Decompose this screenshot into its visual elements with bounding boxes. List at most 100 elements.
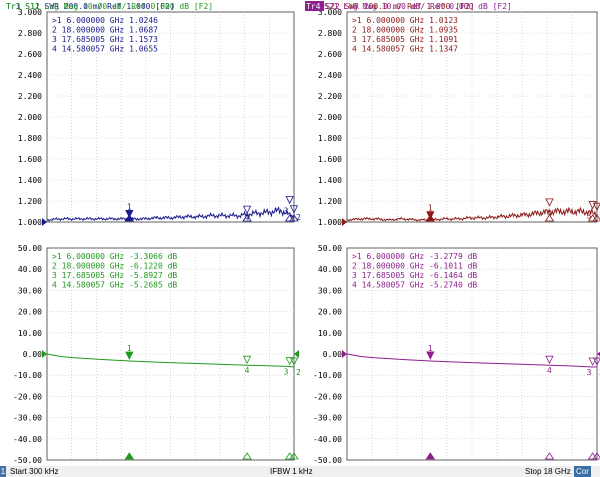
y-tick-label: 1.400 [318,176,342,185]
marker-1-axis-indicator [425,452,436,460]
marker-1-label: 1 [127,344,132,353]
marker-4-label: 4 [245,366,250,375]
sweep-start-label: Start 300 kHz [10,467,59,476]
y-tick-label: -50.00 [313,456,342,465]
marker-3-triangle [285,196,294,205]
trace-line [46,353,295,368]
marker-readout-row: 2 18.000000 GHz 1.0935 [352,26,458,35]
marker-2-triangle [592,357,600,366]
y-tick-label: 10.00 [318,329,342,338]
y-tick-label: 30.00 [318,286,342,295]
y-tick-label: 2.000 [318,113,342,122]
marker-1-axis-indicator [425,214,436,222]
y-tick-label: 2.800 [18,29,42,38]
y-tick-label: 40.00 [318,265,342,274]
chart-tr1: 3.000 2.800 2.600 2.400 2.200 2.000 1.800 1.600… [6,2,301,227]
marker-1-label: 1 [428,344,433,353]
marker-readout-row: >1 6.000000 GHz -3.3066 dB [52,252,177,261]
marker-readout-row: 3 17.685005 GHz 1.1573 [52,35,158,44]
y-tick-label: 50.00 [18,244,42,253]
y-tick-label: 2.600 [318,50,342,59]
marker-4-axis-indicator [544,214,555,222]
y-tick-label: 40.00 [18,265,42,274]
y-tick-label: -30.00 [13,414,42,423]
marker-3-label: 3 [587,212,592,221]
y-tick-label: 1.600 [318,155,342,164]
marker-readout-row: 3 17.685005 GHz -5.8927 dB [52,271,177,280]
y-tick-label: 1.000 [318,218,342,227]
marker-readout-row: 2 18.000000 GHz -6.1220 dB [52,262,177,271]
y-tick-label: -10.00 [313,371,342,380]
marker-3-axis-indicator [587,214,598,222]
marker-readout-row: 3 17.685005 GHz -6.1464 dB [352,271,477,280]
y-tick-label: -40.00 [313,435,342,444]
marker-1-triangle [125,351,134,360]
y-tick-label: 1.800 [18,134,42,143]
y-tick-label: 0.00 [323,350,342,359]
trace-title: Tr1 S11 SWR 200.0 m/ Ref 1.000 [F2] [6,2,175,11]
marker-2-triangle [592,202,600,212]
trace-title: Tr3 S12 Log Mag 10.00 dB/ Ref 0.000 dB [… [6,2,213,11]
y-tick-label: -10.00 [13,371,42,380]
marker-readout-row: 4 14.580057 GHz -5.2740 dB [352,281,477,290]
trace-title: S21 Log Mag 10.00 dB/ Ref 0.000 dB [F2] [324,2,512,11]
marker-1-axis-indicator [124,214,135,222]
y-tick-label: 2.400 [18,71,42,80]
marker-4-triangle [545,198,554,207]
y-tick-label: 3.000 [18,8,42,17]
y-tick-label: 2.800 [318,29,342,38]
marker-3-label: 3 [284,206,289,215]
marker-1-triangle [426,351,435,360]
y-tick-label: 1.000 [18,218,42,227]
trace-title: Tr4 [306,2,321,11]
marker-4-axis-indicator [544,452,555,460]
marker-3-axis-indicator [587,452,598,460]
marker-3-label: 3 [284,367,289,376]
marker-1-triangle [125,210,134,219]
y-tick-label: 1.200 [18,197,42,206]
marker-readout-row: 3 17.685005 GHz 1.1091 [352,35,458,44]
marker-4-label: 4 [547,366,552,375]
marker-4-triangle [242,205,252,215]
marker-2-triangle [289,205,299,214]
chart-tr3: 50.00 40.00 30.00 20.00 10.00 0.00 -10.00 -20.0… [6,2,301,465]
chart-tr2: 3.000 2.800 2.600 2.400 2.200 2.000 1.800 1.600… [306,2,600,227]
marker-4-label: 4 [547,209,552,218]
marker-1-axis-indicator [124,452,135,460]
trace-line [346,206,598,222]
y-tick-label: 20.00 [18,308,42,317]
y-tick-label: 2.000 [18,113,42,122]
active-trace-tag [305,1,324,11]
y-tick-label: 2.200 [318,92,342,101]
reference-level-arrow [597,351,600,357]
marker-2-triangle [289,357,299,366]
marker-4-triangle [242,355,252,365]
marker-3-axis-indicator [284,452,295,460]
ifbw-label: IFBW 1 kHz [270,467,313,476]
status-bar: 1 Start 300 kHz IFBW 1 kHz Stop 18 GHz C… [0,466,600,477]
marker-3-triangle [588,201,597,210]
marker-3-triangle [588,357,597,366]
marker-1-label: 1 [428,204,433,213]
trace-line [346,353,598,368]
marker-3-label: 3 [587,368,592,377]
trace-title: Tr2 S22 SWR 200.0 m/ Ref 1.000 [F2] [306,2,475,11]
y-tick-label: 2.400 [318,71,342,80]
y-tick-label: -20.00 [13,392,42,401]
sweep-stop-label: Stop 18 GHz [525,467,571,476]
y-tick-label: 1.400 [18,176,42,185]
marker-4-label: 4 [245,213,250,222]
marker-3-axis-indicator [284,214,295,222]
reference-level-arrow [342,218,347,226]
correction-status-badge[interactable]: Cor [574,466,591,477]
marker-1-label: 1 [127,202,132,211]
y-tick-label: 1.600 [18,155,42,164]
marker-2-label: 2 [296,368,301,377]
reference-level-arrow [294,350,299,358]
y-tick-label: 20.00 [318,308,342,317]
y-tick-label: 1.800 [318,134,342,143]
marker-readout-row: >1 6.000000 GHz 1.0246 [52,16,158,25]
reference-level-arrow [342,350,347,358]
marker-readout-row: >1 6.000000 GHz -3.2779 dB [352,252,477,261]
